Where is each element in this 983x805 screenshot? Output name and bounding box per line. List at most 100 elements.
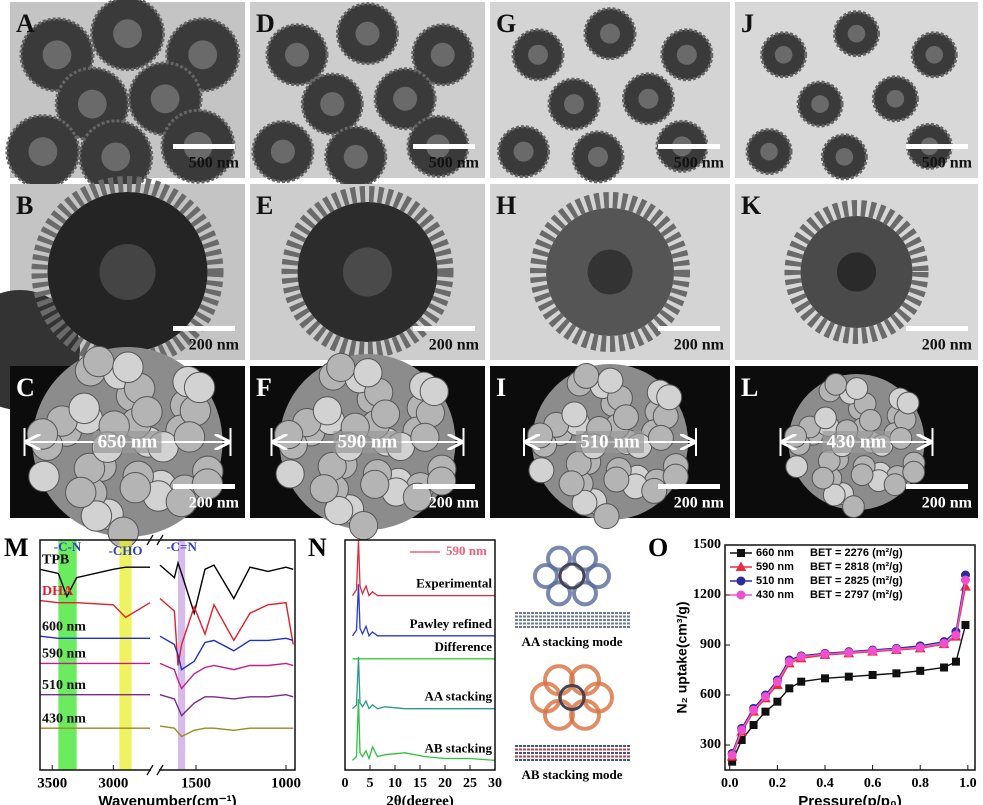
band <box>178 540 186 770</box>
bet-label: BET = 2276 (m²/g) <box>810 547 903 559</box>
size-label-bg <box>333 431 402 453</box>
petal <box>902 460 926 484</box>
petal <box>183 371 216 404</box>
x-tick-label: 10 <box>388 776 402 791</box>
point <box>891 644 901 654</box>
petal <box>312 396 342 426</box>
petal <box>326 352 356 383</box>
x-axis-label: Pressure(p/p₀) <box>798 793 901 805</box>
size-label: 430 nm <box>827 431 887 452</box>
scale-bar <box>413 484 475 489</box>
scale-bar <box>413 144 475 149</box>
spectrum <box>159 693 294 717</box>
bet-label: BET = 2797 (m²/g) <box>810 589 903 601</box>
petal <box>842 495 865 518</box>
x-tick-label: 0.2 <box>769 776 787 791</box>
sphere <box>530 192 690 352</box>
size-label: 510 nm <box>580 431 640 452</box>
spectrum <box>39 599 151 619</box>
ring <box>585 563 611 589</box>
series-label: Experimental <box>416 576 492 591</box>
scale-bar <box>906 326 968 331</box>
panel: K 200 nm <box>735 184 978 360</box>
x-tick-label: 0.8 <box>911 776 929 791</box>
y-tick-label: 1200 <box>693 587 721 602</box>
sphere-core <box>835 148 854 166</box>
sphere-core <box>28 137 58 167</box>
bet-label: BET = 2818 (m²/g) <box>810 561 903 573</box>
sphere-core <box>150 84 180 114</box>
sphere-core <box>886 90 905 108</box>
panel: J 500 nm <box>735 2 978 181</box>
scale-bar <box>173 484 235 489</box>
petal <box>426 466 457 496</box>
scale-label: 500 nm <box>922 155 973 172</box>
ring <box>558 562 586 590</box>
point <box>773 697 782 706</box>
petal <box>573 362 600 389</box>
sphere-core <box>760 142 778 161</box>
sphere-core <box>101 142 131 172</box>
image-caption: AB stacking mode <box>521 767 622 782</box>
petal <box>822 483 846 507</box>
point <box>737 725 747 735</box>
petal <box>309 474 339 504</box>
series-label: Difference <box>434 639 492 654</box>
petal <box>324 495 354 526</box>
point <box>951 657 960 666</box>
panel-label: D <box>256 9 275 38</box>
legend-label: 430 nm <box>756 589 794 601</box>
sphere-core <box>393 86 418 111</box>
x-tick-label: 0.4 <box>816 776 834 791</box>
point <box>761 707 770 716</box>
sphere-core <box>528 44 548 65</box>
scale-label: 500 nm <box>674 155 725 172</box>
petal <box>348 511 379 541</box>
sphere-core <box>676 44 697 65</box>
sphere-core <box>513 141 534 162</box>
series-label: 590 nm <box>42 647 86 662</box>
scale-bar <box>658 484 720 489</box>
petal <box>883 473 907 496</box>
x-tick-label: 20 <box>438 776 452 791</box>
series-label: 600 nm <box>42 619 86 634</box>
sphere-core <box>188 40 218 70</box>
panel: E 200 nm <box>250 184 485 360</box>
panel: 510 nm I 200 nm <box>490 362 730 530</box>
spectrum <box>159 635 294 671</box>
petal <box>824 373 848 396</box>
legend-marker <box>736 576 746 586</box>
band-label: -C=N <box>166 539 197 554</box>
point <box>951 630 961 640</box>
point <box>772 677 782 687</box>
sphere-core <box>588 146 608 167</box>
petal <box>26 418 59 450</box>
x-tick-label: 25 <box>463 776 477 791</box>
x-tick-label: 0.0 <box>721 776 739 791</box>
size-label-bg <box>576 431 644 453</box>
panel-label: G <box>496 9 516 38</box>
point <box>960 575 970 585</box>
point <box>796 652 806 662</box>
scale-label: 200 nm <box>429 495 480 512</box>
pattern <box>351 584 495 638</box>
petal <box>528 457 555 484</box>
panel-label: M <box>4 533 29 562</box>
size-label-bg <box>822 431 891 453</box>
panel: 590 nm F 200 nm <box>250 352 485 541</box>
scale-bar <box>173 326 235 331</box>
legend-label: 590 nm <box>756 561 794 573</box>
sphere-core <box>355 21 380 46</box>
petal <box>603 466 630 493</box>
point <box>749 705 759 715</box>
series-label: AB stacking <box>424 740 492 755</box>
scale-label: 200 nm <box>674 495 725 512</box>
point <box>868 646 878 656</box>
y-tick-label: 900 <box>700 637 721 652</box>
point <box>844 648 854 657</box>
point <box>821 674 829 683</box>
panel: 650 nm C 200 nm <box>10 345 245 548</box>
scale-label: 500 nm <box>429 155 480 172</box>
series-label: TPB <box>42 552 69 567</box>
band <box>119 540 132 770</box>
